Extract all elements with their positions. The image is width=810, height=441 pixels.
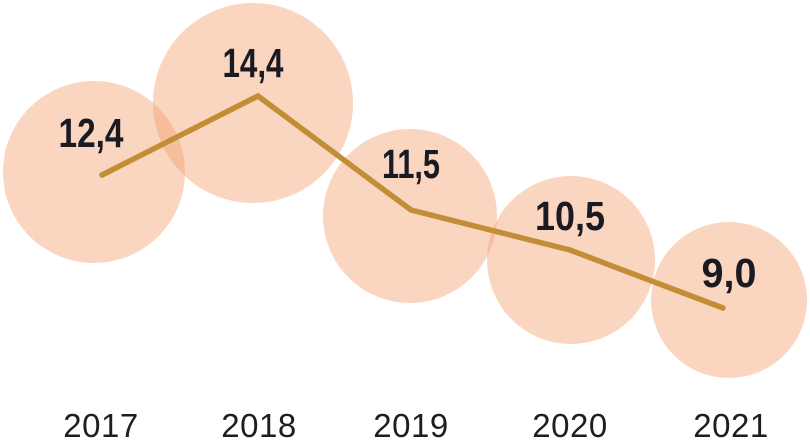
x-axis-label-2020: 2020: [532, 407, 607, 441]
bubble-markers: [3, 3, 807, 378]
data-label-2021: 9,0: [702, 250, 757, 296]
x-axis-labels: 2017 2018 2019 2020 2021: [63, 407, 768, 441]
bubble-marker-2018: [153, 3, 353, 203]
bubble-marker-2017: [3, 81, 185, 263]
bubble-marker-2021: [651, 222, 807, 378]
bubble-marker-2019: [323, 129, 497, 303]
data-label-2020: 10,5: [535, 193, 605, 239]
bubble-marker-2020: [487, 176, 655, 344]
x-axis-label-2018: 2018: [221, 407, 296, 441]
x-axis-label-2021: 2021: [693, 407, 768, 441]
data-label-2018: 14,4: [223, 40, 284, 86]
data-label-2017: 12,4: [59, 110, 124, 156]
data-labels: 12,4 14,4 11,5 10,5 9,0: [59, 40, 757, 296]
x-axis-label-2019: 2019: [373, 407, 448, 441]
x-axis-label-2017: 2017: [63, 407, 138, 441]
data-label-2019: 11,5: [382, 141, 440, 187]
trend-line: [99, 92, 726, 311]
